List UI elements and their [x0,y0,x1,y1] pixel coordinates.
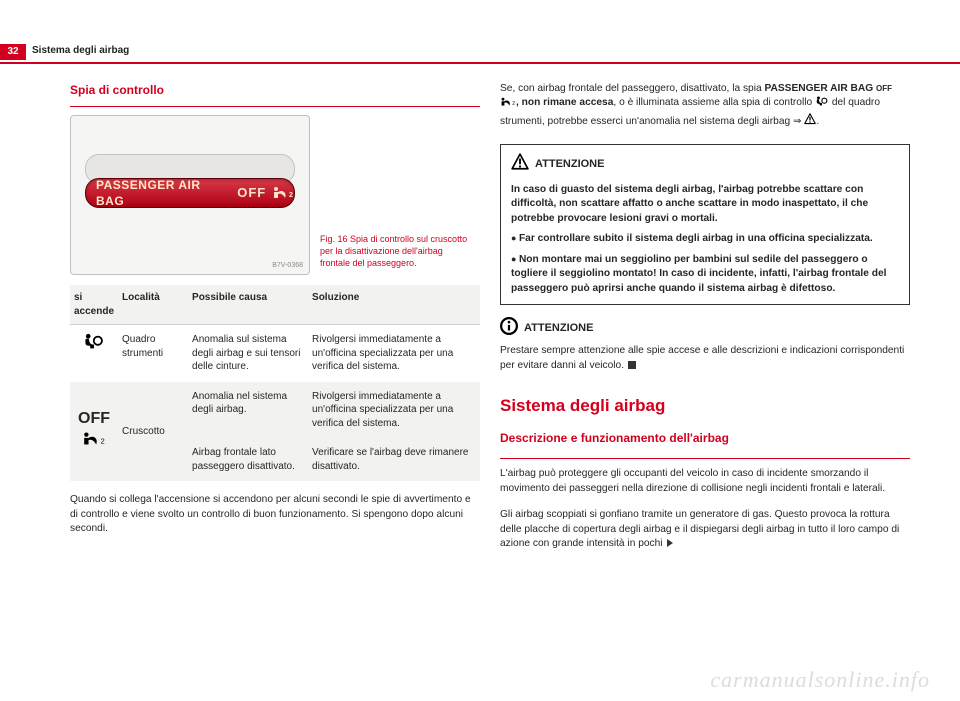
left-after-paragraph: Quando si collega l'accensione si accend… [70,493,480,536]
warning-icon [511,153,529,176]
figure-16: PASSENGER AIR BAG OFF B7V-0368 [70,115,310,275]
page-number: 32 [0,44,26,60]
warning-title: ATTENZIONE [535,157,604,173]
off-icon: OFF [74,411,114,427]
section-rule [500,458,910,459]
th-localita: Località [118,285,188,325]
cell-soluzione: Rivolgersi immediatamente a un'officina … [308,325,480,382]
figure-code: B7V-0368 [272,261,303,270]
watermark: carmanualsonline.info [710,665,930,695]
passenger-airbag-icon [500,97,516,112]
srs-airbag-icon [83,337,105,348]
passenger-airbag-off-lamp: PASSENGER AIR BAG OFF [85,178,295,208]
left-heading-rule [70,106,480,107]
cell-causa: Anomalia nel sistema degli airbag. [188,382,308,439]
explain-table: si accende Località Possibile causa Solu… [70,285,480,481]
note-title: ATTENZIONE [524,321,593,336]
table-row: OFF Cruscotto Anomalia nel sistema degli… [70,382,480,439]
section-para-2: Gli airbag scoppiati si gonfiano tramite… [500,508,910,551]
cell-localita: Quadro strumenti [118,325,188,382]
warning-box: ATTENZIONE In caso di guasto del sistema… [500,144,910,305]
text-bold: , non rimane accesa [516,97,613,108]
text: . [816,116,819,127]
left-heading: Spia di controllo [70,82,480,98]
warning-text: In caso di guasto del sistema degli airb… [511,183,899,226]
text: , o è illuminata assieme alla spia di co… [613,97,815,108]
th-soluzione: Soluzione [308,285,480,325]
badge-text: PASSENGER AIR BAG [96,177,231,209]
warning-bullet: Non montare mai un seggiolino per bambin… [511,253,899,296]
section-title: Sistema degli airbag [500,395,910,418]
sym-srs-cell [70,325,118,382]
passenger-airbag-icon [74,431,114,452]
cell-causa: Anomalia sul sistema degli airbag e sui … [188,325,308,382]
section-subtitle: Descrizione e funzionamento dell'airbag [500,430,910,446]
note-heading: ATTENZIONE [500,317,910,340]
th-causa: Possibile causa [188,285,308,325]
text: Gli airbag scoppiati si gonfiano tramite… [500,509,899,549]
info-icon [500,317,518,340]
text-bold: PASSENGER AIR BAG [764,83,876,94]
continue-icon [667,539,673,547]
warning-icon [804,113,816,130]
right-intro: Se, con airbag frontale del passeggero, … [500,82,910,130]
off-icon-text: OFF [876,84,892,93]
srs-airbag-icon [815,96,829,112]
warning-bullet: Far controllare subito il sistema degli … [511,232,899,246]
th-symbol: si accende [70,285,118,325]
running-head: Sistema degli airbag [32,44,129,58]
cell-soluzione: Rivolgersi immediatamente a un'officina … [308,382,480,439]
cell-soluzione: Verificare se l'airbag deve rimanere dis… [308,438,480,481]
header-rule [0,62,960,64]
section-para-1: L'airbag può proteggere gli occupanti de… [500,467,910,496]
text: Prestare sempre attenzione alle spie acc… [500,345,904,370]
text: Se, con airbag frontale del passeggero, … [500,83,764,94]
passenger-airbag-icon [272,185,294,201]
end-of-note-icon [628,361,636,369]
cell-localita: Cruscotto [118,382,188,482]
figure-caption: Fig. 16 Spia di controllo sul cruscotto … [320,234,470,269]
cell-causa: Airbag frontale lato passeggero disattiv… [188,438,308,481]
table-row: Quadro strumenti Anomalia sul sistema de… [70,325,480,382]
badge-off-text: OFF [237,184,266,202]
sym-off-cell: OFF [70,382,118,482]
note-text: Prestare sempre attenzione alle spie acc… [500,344,910,373]
